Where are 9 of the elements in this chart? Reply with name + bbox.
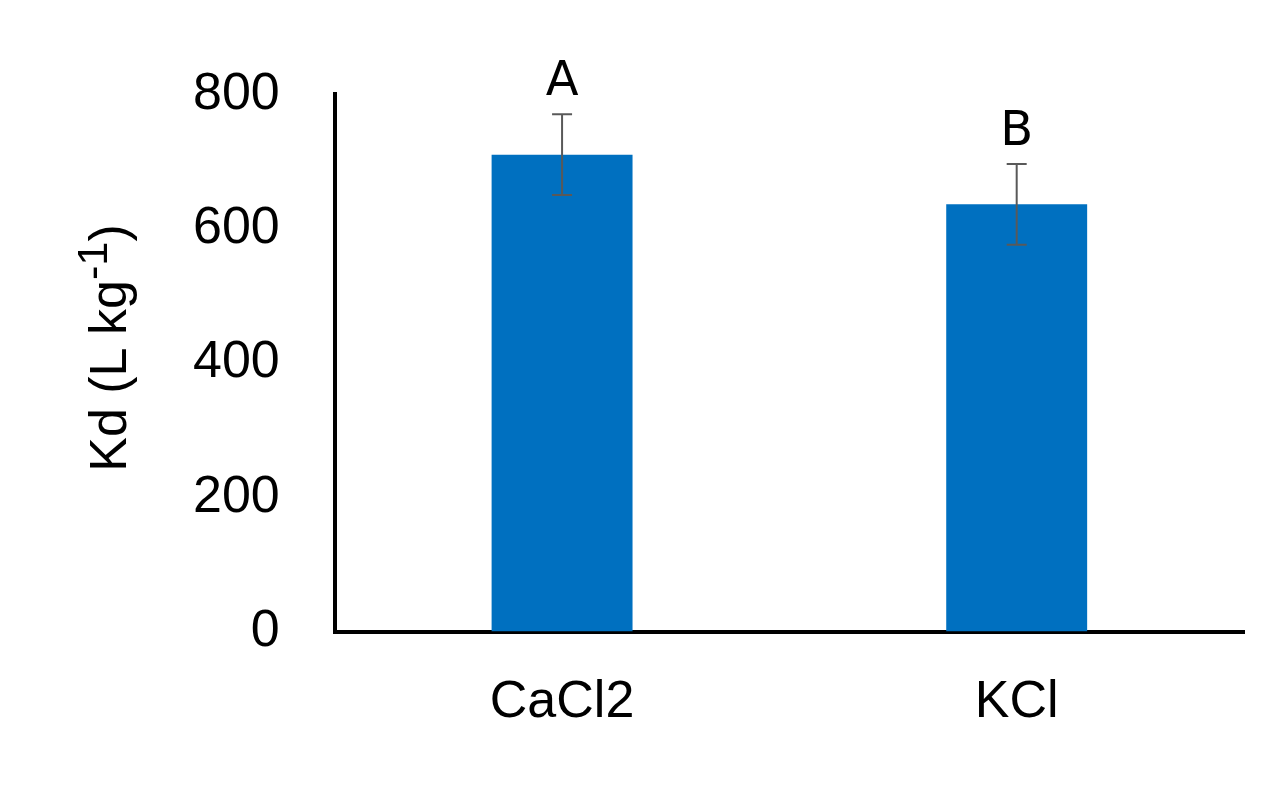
annotation: B bbox=[1000, 99, 1034, 156]
y-tick-label: 800 bbox=[192, 61, 280, 120]
annotation: A bbox=[545, 49, 579, 106]
x-tick-label: CaCl2 bbox=[489, 670, 635, 729]
x-tick-label: KCl bbox=[974, 670, 1059, 729]
y-tick-label: 0 bbox=[250, 598, 280, 657]
y-tick-label: 200 bbox=[192, 464, 280, 523]
y-tick-label: 600 bbox=[192, 195, 280, 254]
y-tick-label: 400 bbox=[192, 330, 280, 389]
